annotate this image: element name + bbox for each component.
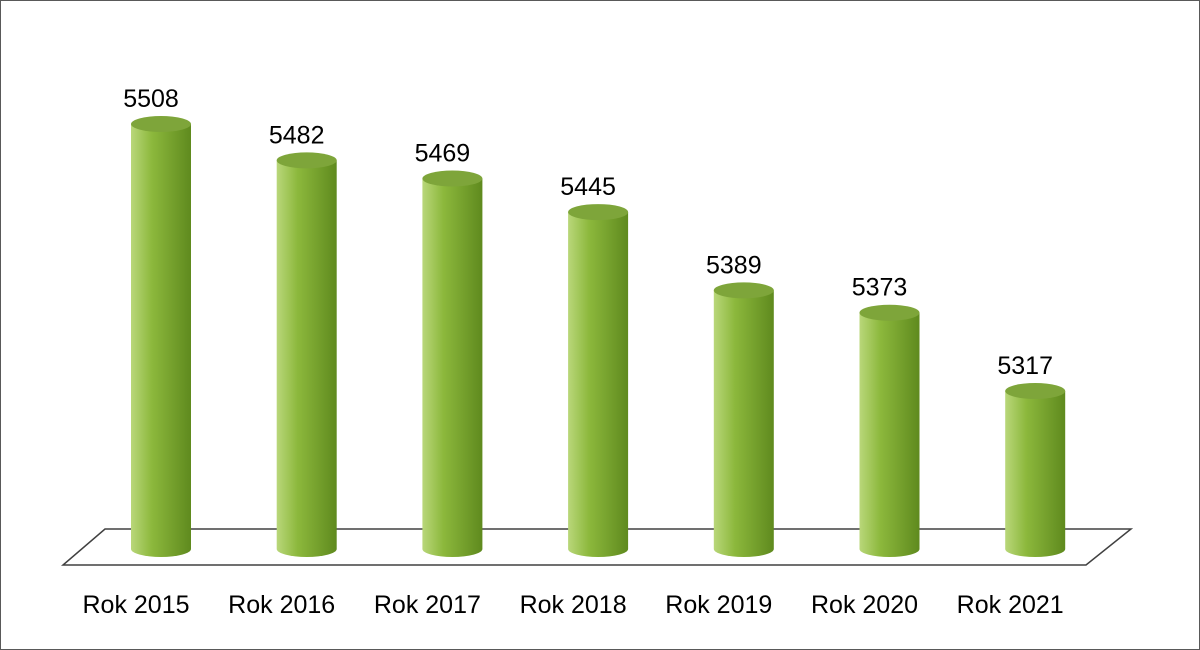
data-label: 5482 (269, 121, 325, 149)
bar-top (131, 116, 191, 132)
bar-top (568, 204, 629, 221)
data-label: 5508 (123, 85, 179, 113)
bar-body (131, 124, 191, 557)
bar-rok-2015 (131, 116, 191, 557)
x-tick-label: Rok 2016 (228, 591, 335, 619)
bar-rok-2016 (276, 152, 337, 557)
bar-body (713, 290, 774, 557)
data-label: 5445 (560, 173, 616, 201)
bar-rok-2017 (422, 170, 483, 558)
x-tick-label: Rok 2018 (520, 591, 627, 619)
x-tick-label: Rok 2015 (82, 591, 189, 619)
x-tick-label: Rok 2017 (374, 591, 481, 619)
bar-top (422, 170, 483, 187)
bar-top (1005, 383, 1066, 399)
bar-body (568, 212, 629, 558)
data-label: 5389 (706, 251, 762, 279)
data-label: 5373 (852, 274, 908, 302)
bar-top (713, 282, 774, 299)
bar-body (1005, 391, 1066, 557)
data-labels-layer: 5508 5482 5469 5445 5389 5373 5317 (123, 85, 1053, 380)
bar-top (276, 152, 337, 169)
bar-top (859, 304, 920, 321)
bar-rok-2019 (713, 282, 774, 557)
bar-rok-2020 (859, 304, 920, 557)
data-label: 5317 (997, 352, 1053, 380)
bar-rok-2018 (568, 204, 629, 558)
bar-body (859, 312, 920, 557)
x-axis-tick-labels: Rok 2015 Rok 2016 Rok 2017 Rok 2018 Rok 2019… (82, 591, 1063, 619)
x-tick-label: Rok 2019 (665, 591, 772, 619)
bar-body (276, 160, 337, 557)
bars-layer (131, 116, 1066, 558)
x-tick-label: Rok 2021 (957, 591, 1064, 619)
bar-body (422, 178, 483, 558)
x-tick-label: Rok 2020 (811, 591, 918, 619)
data-label: 5469 (415, 140, 471, 168)
bar-rok-2021 (1005, 383, 1066, 557)
